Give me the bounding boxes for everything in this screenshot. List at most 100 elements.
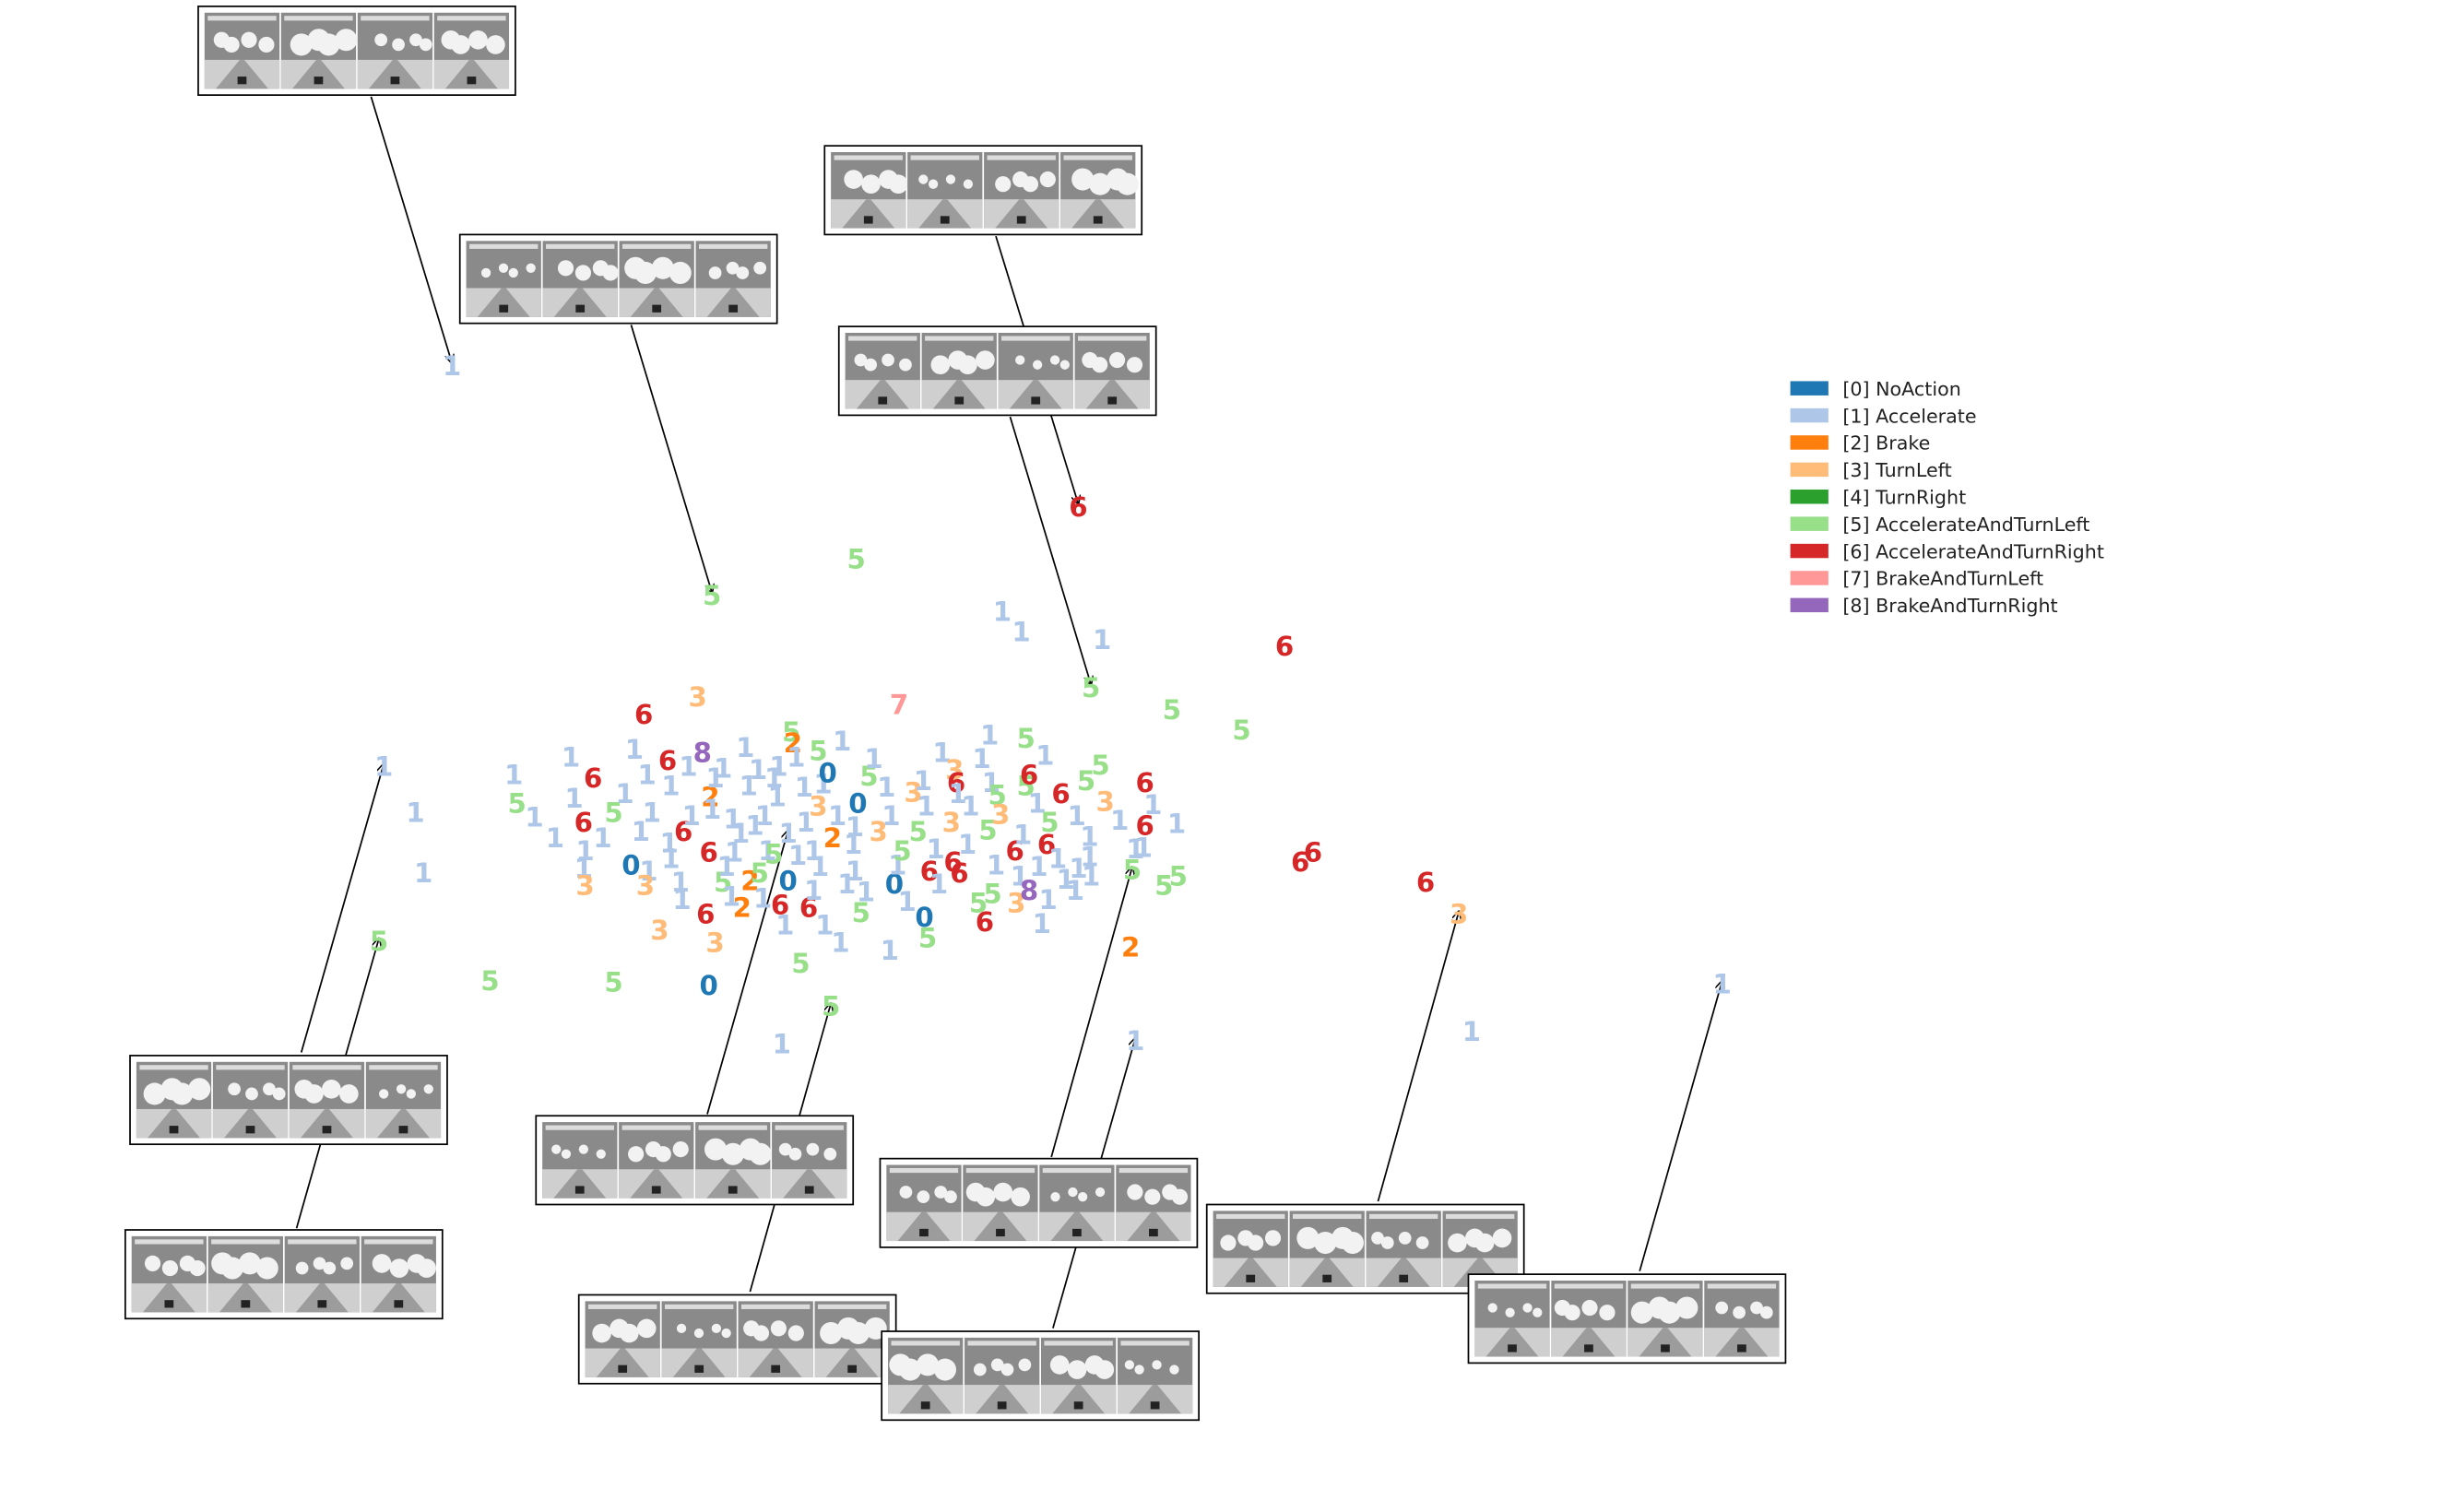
legend-label: [5] AccelerateAndTurnLeft [1842,514,2089,536]
frame-cloud [1059,360,1070,370]
frame-road [749,1348,802,1377]
frame-car [771,1364,781,1373]
frame-hud [135,1239,204,1245]
frame-road [1377,1258,1430,1287]
legend-label: [1] Accelerate [1842,405,1976,427]
thumbnails-layer [124,6,1787,1422]
point-label-class-1: 1 [749,754,767,786]
legend-item: [2] Brake [1790,432,1930,455]
frame-cloud [188,1078,211,1101]
point-label-class-1: 1 [593,822,611,854]
point-label-class-1: 1 [660,827,679,858]
thumbnail-strip [1205,1203,1525,1294]
frame-car [954,396,965,405]
point-label-class-7: 7 [890,690,908,721]
point-label-class-6: 6 [696,899,715,930]
point-label-class-1: 1 [661,843,680,874]
point-label-class-1: 1 [767,781,786,812]
frame-cloud [1264,1230,1282,1246]
frame-road [1127,1211,1180,1242]
point-label-class-1: 1 [1029,851,1047,882]
frame-hud [1477,1283,1547,1289]
point-label-class-1: 1 [987,849,1005,880]
frame-cloud [144,1255,161,1271]
point-label-class-8: 8 [693,737,712,768]
point-label-class-1: 1 [1011,860,1029,892]
pointer-arrow [1009,416,1091,685]
frame-cloud [258,36,275,53]
frame-car [694,1364,704,1373]
frame-cloud [1124,1360,1135,1370]
point-label-class-1: 1 [414,857,432,889]
frame-road [377,1108,430,1139]
frame-car [651,1186,661,1194]
point-label-class-6: 6 [658,745,677,776]
frame-cloud [143,1082,166,1105]
frame-cloud [928,179,939,189]
point-label-class-1: 1 [796,807,814,838]
frame-cloud [551,1144,562,1154]
frame-road [1085,380,1139,409]
frame-cloud [1581,1299,1598,1317]
point-label-class-1: 1 [881,935,899,966]
frame-cloud [1108,351,1126,369]
frame-car [322,1126,332,1134]
point-label-class-1: 1 [1134,832,1153,863]
point-label-class-1: 1 [1033,908,1051,939]
frame-hud [1001,336,1071,341]
frame-cloud [726,261,740,275]
point-label-class-1: 1 [846,811,864,843]
frame-cloud [933,1358,957,1381]
frame-car [467,77,477,85]
point-label-class-6: 6 [1416,867,1435,898]
point-label-class-5: 5 [1040,807,1059,838]
legend-item: [6] AccelerateAndTurnRight [1790,540,2104,562]
frame-hud [369,1065,438,1070]
frame-cloud [1314,1231,1337,1255]
point-label-class-3: 3 [991,798,1010,830]
point-label-class-1: 1 [769,751,787,783]
frame-cloud [1000,1363,1014,1376]
frame-cloud [882,353,894,367]
point-label-class-1: 1 [632,816,650,847]
point-label-class-2: 2 [784,727,802,759]
frame-road [553,288,607,317]
point-label-class-1: 1 [504,759,523,790]
point-label-class-2: 2 [1121,932,1140,963]
frame-car [1399,1274,1409,1282]
frame-cloud [245,1087,258,1101]
frame-car [314,77,324,85]
frame-car [317,1300,327,1308]
point-label-class-1: 1 [837,868,856,900]
point-label-class-1: 1 [857,877,875,908]
frame-cloud [736,266,750,279]
legend-label: [3] TurnLeft [1842,459,1951,481]
frame-cloud [1630,1301,1653,1324]
point-label-class-3: 3 [870,816,888,847]
legend-label: [2] Brake [1842,432,1930,455]
point-label-class-1: 1 [1082,860,1100,892]
frame-car [1737,1344,1746,1353]
frame-road [1009,380,1062,409]
frame-cloud [441,30,461,50]
point-label-class-6: 6 [1135,809,1154,841]
frame-cloud [993,1182,1013,1202]
point-label-class-1: 1 [758,835,776,867]
point-label-class-6: 6 [1135,767,1154,798]
frame-car [499,304,509,313]
point-label-class-6: 6 [1020,759,1038,790]
frame-hud [817,1304,887,1309]
frame-cloud [1487,1303,1497,1313]
point-label-class-5: 5 [1016,723,1035,754]
frame-cloud [636,1318,657,1339]
frame-cloud [161,1259,179,1277]
legend: [0] NoAction [1] Accelerate [2] Brake [3] T… [1790,378,2104,617]
frame-cloud [1169,1364,1179,1375]
frame-cloud [711,1323,722,1334]
frame-road [596,1348,649,1377]
frame-cloud [1733,1305,1746,1319]
frame-cloud [778,1142,792,1156]
frame-hud [698,243,768,249]
frame-hud [848,336,917,341]
point-label-class-1: 1 [882,800,900,832]
